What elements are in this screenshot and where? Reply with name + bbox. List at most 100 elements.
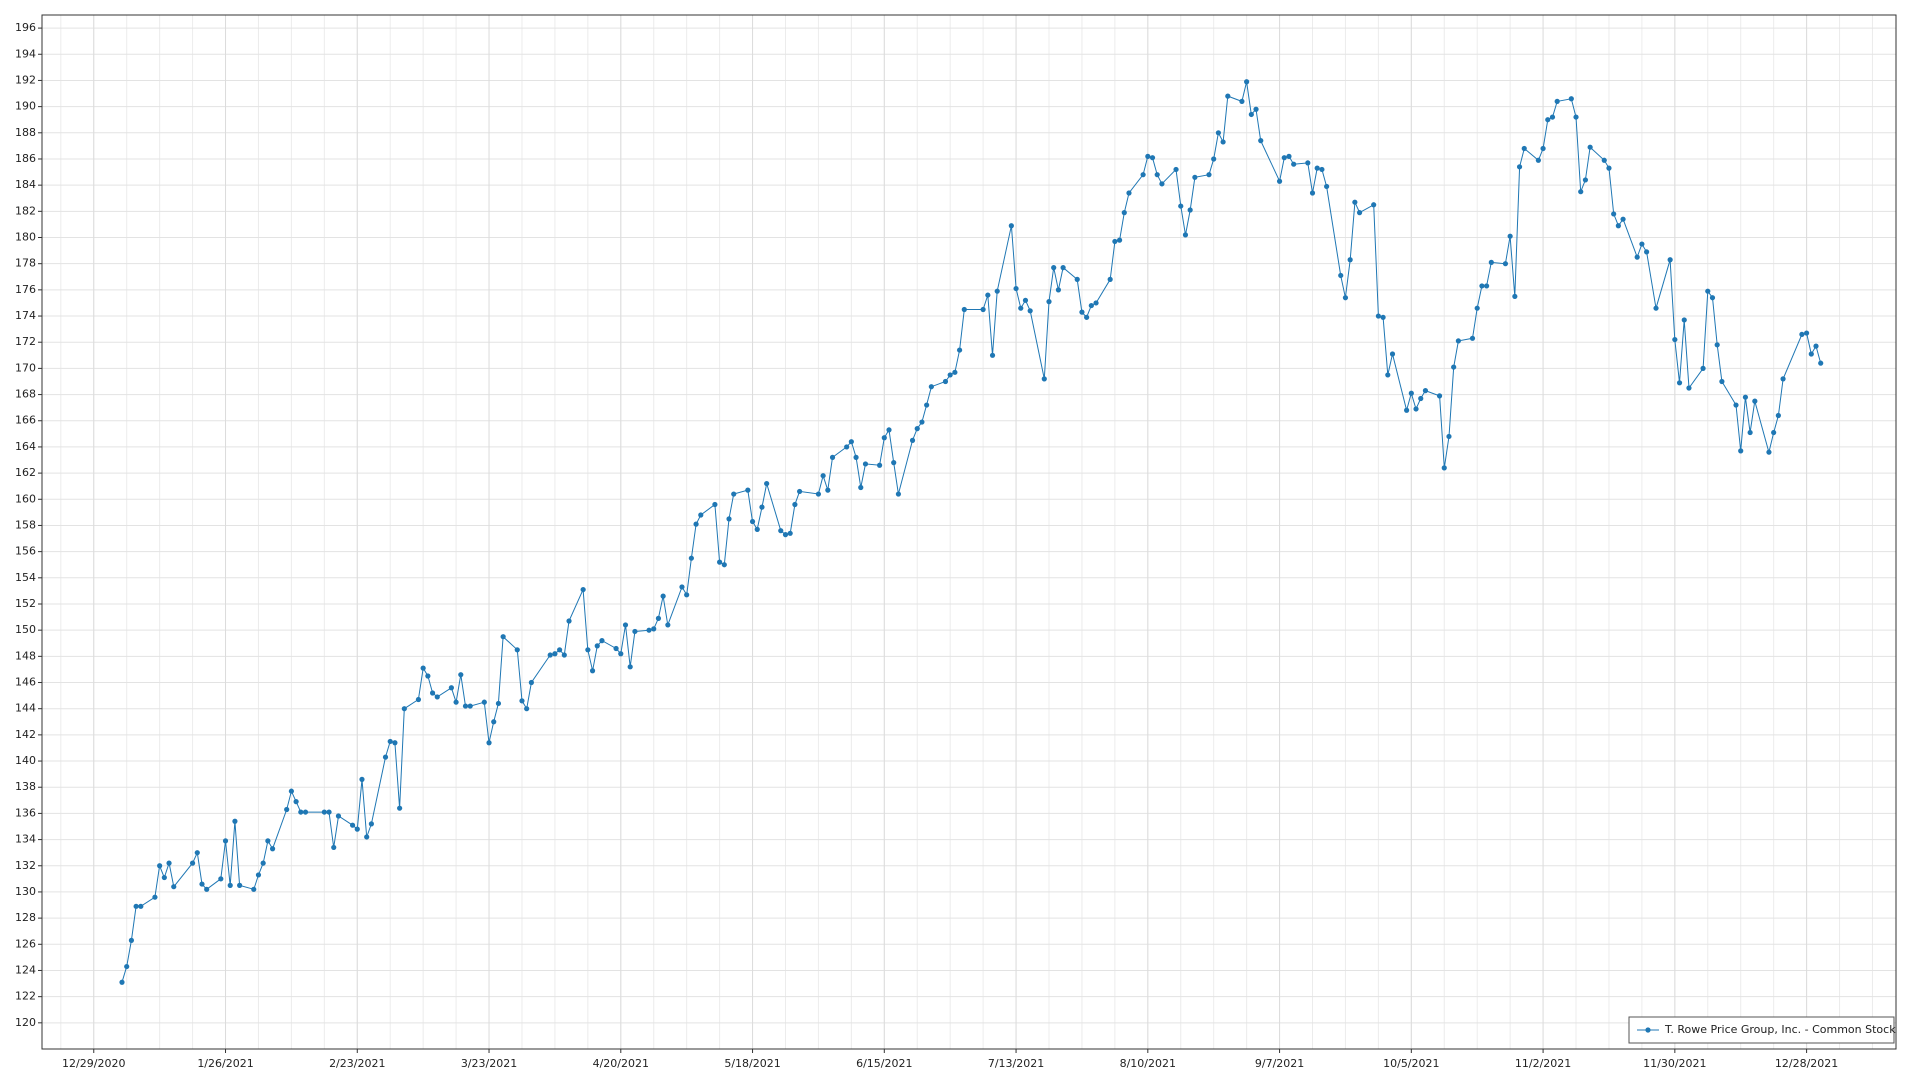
y-tick-label: 132 bbox=[15, 859, 36, 872]
data-point bbox=[1074, 276, 1080, 282]
data-point bbox=[232, 818, 238, 824]
y-tick-label: 180 bbox=[15, 231, 36, 244]
data-point bbox=[655, 615, 662, 621]
data-point bbox=[1587, 144, 1593, 150]
data-point bbox=[467, 703, 473, 709]
data-point bbox=[500, 634, 506, 640]
x-tick-label: 8/10/2021 bbox=[1120, 1057, 1176, 1070]
data-point bbox=[354, 826, 360, 832]
data-point bbox=[627, 664, 633, 670]
data-point bbox=[1356, 210, 1363, 216]
data-point bbox=[1338, 272, 1344, 279]
data-point bbox=[495, 700, 502, 707]
data-point bbox=[1112, 238, 1118, 245]
data-point bbox=[712, 501, 718, 508]
data-point bbox=[260, 860, 266, 866]
y-tick-label: 190 bbox=[15, 100, 36, 113]
data-point bbox=[858, 484, 864, 491]
data-point bbox=[660, 593, 666, 599]
y-tick-label: 172 bbox=[15, 335, 36, 348]
data-point bbox=[1676, 380, 1683, 386]
data-point bbox=[618, 651, 624, 657]
data-point bbox=[157, 863, 163, 869]
data-point bbox=[613, 645, 619, 652]
y-tick-label: 184 bbox=[15, 178, 36, 191]
y-tick-label: 194 bbox=[15, 47, 36, 60]
data-point bbox=[985, 292, 991, 298]
data-point bbox=[1512, 293, 1518, 300]
data-point bbox=[1385, 372, 1391, 378]
data-point bbox=[251, 886, 257, 892]
y-tick-label: 170 bbox=[15, 361, 36, 374]
data-point bbox=[1145, 153, 1151, 159]
data-point bbox=[956, 347, 963, 353]
data-point bbox=[222, 838, 229, 844]
data-point bbox=[1018, 305, 1024, 311]
y-tick-label: 192 bbox=[15, 73, 36, 86]
data-point bbox=[1686, 385, 1692, 391]
data-point bbox=[731, 491, 737, 497]
data-point bbox=[1225, 93, 1231, 99]
data-point bbox=[326, 809, 332, 815]
data-point bbox=[1404, 407, 1410, 413]
data-point bbox=[1027, 308, 1033, 314]
data-point bbox=[1187, 207, 1193, 213]
data-point bbox=[204, 886, 210, 892]
data-point bbox=[1149, 155, 1156, 161]
data-point bbox=[651, 626, 657, 632]
data-point bbox=[368, 821, 374, 827]
data-point bbox=[599, 638, 605, 644]
data-point bbox=[1220, 139, 1226, 145]
legend-box bbox=[1628, 1016, 1895, 1044]
data-point bbox=[1371, 202, 1377, 208]
y-tick-label: 196 bbox=[15, 21, 36, 34]
data-point bbox=[420, 665, 426, 671]
y-tick-label: 162 bbox=[15, 466, 36, 479]
data-point bbox=[524, 706, 530, 712]
data-point bbox=[862, 461, 869, 467]
data-point bbox=[189, 860, 196, 866]
data-point bbox=[1672, 336, 1678, 343]
data-point bbox=[1060, 265, 1066, 271]
data-point bbox=[1154, 172, 1160, 178]
data-point bbox=[199, 881, 205, 887]
data-point bbox=[138, 903, 144, 909]
data-point bbox=[585, 647, 591, 653]
data-point bbox=[886, 427, 892, 433]
y-tick-label: 122 bbox=[15, 990, 36, 1003]
data-point bbox=[1455, 338, 1461, 344]
data-point bbox=[161, 874, 167, 881]
x-tick-label: 10/5/2021 bbox=[1383, 1057, 1439, 1070]
data-point bbox=[387, 738, 393, 745]
data-point bbox=[1775, 412, 1781, 419]
y-tick-label: 146 bbox=[15, 676, 36, 689]
data-point bbox=[787, 530, 793, 536]
data-point bbox=[829, 454, 836, 460]
data-point bbox=[1799, 331, 1805, 337]
data-point bbox=[622, 622, 629, 628]
data-point bbox=[1182, 232, 1189, 238]
data-point bbox=[448, 685, 454, 691]
y-tick-label: 148 bbox=[15, 649, 36, 662]
x-tick-label: 11/2/2021 bbox=[1515, 1057, 1571, 1070]
data-point bbox=[1389, 351, 1396, 357]
data-point bbox=[1375, 313, 1381, 319]
data-point bbox=[1239, 98, 1245, 104]
data-point bbox=[1582, 177, 1589, 183]
data-point bbox=[895, 491, 902, 497]
data-point bbox=[133, 903, 139, 909]
data-point bbox=[693, 521, 699, 527]
data-point bbox=[255, 872, 262, 878]
data-point bbox=[782, 532, 789, 538]
data-point bbox=[119, 979, 125, 985]
data-point bbox=[491, 719, 497, 725]
data-point bbox=[1747, 429, 1753, 436]
data-point bbox=[1573, 114, 1579, 120]
data-point bbox=[1521, 145, 1527, 152]
data-point bbox=[227, 882, 233, 888]
x-tick-label: 2/23/2021 bbox=[329, 1057, 385, 1070]
data-point bbox=[1738, 448, 1744, 454]
data-point bbox=[1803, 330, 1810, 336]
data-point bbox=[994, 288, 1000, 294]
data-point bbox=[1121, 210, 1127, 216]
